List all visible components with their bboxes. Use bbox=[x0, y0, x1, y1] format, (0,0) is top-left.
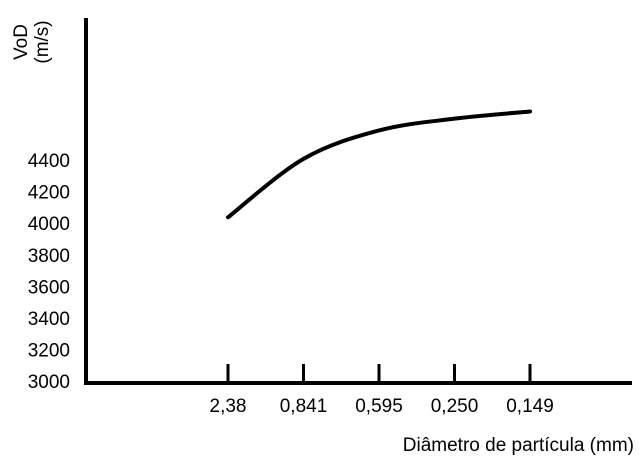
y-tick-label: 3800 bbox=[28, 246, 70, 267]
x-axis-label: Diâmetro de partícula (mm) bbox=[403, 435, 634, 456]
x-tick-label: 0,841 bbox=[280, 396, 328, 417]
y-tick-label: 3400 bbox=[28, 309, 70, 330]
y-tick-label: 4200 bbox=[28, 183, 70, 204]
y-tick-label: 4400 bbox=[28, 151, 70, 172]
line bbox=[226, 109, 532, 220]
y-tick-label: 4000 bbox=[28, 214, 70, 235]
y-label-line: (m/s) bbox=[32, 20, 53, 63]
y-tick-label: 3200 bbox=[28, 340, 70, 361]
x-tick-label: 0,149 bbox=[506, 396, 554, 417]
y-tick-label: 3000 bbox=[28, 372, 70, 393]
x-tick-label: 2,38 bbox=[210, 396, 247, 417]
y-axis-label: VoD (m/s) bbox=[11, 20, 53, 63]
x-tick-label: 0,595 bbox=[355, 396, 403, 417]
y-label-line: VoD bbox=[11, 24, 32, 60]
x-tick-label: 0,250 bbox=[431, 396, 479, 417]
y-tick-label: 3600 bbox=[28, 277, 70, 298]
